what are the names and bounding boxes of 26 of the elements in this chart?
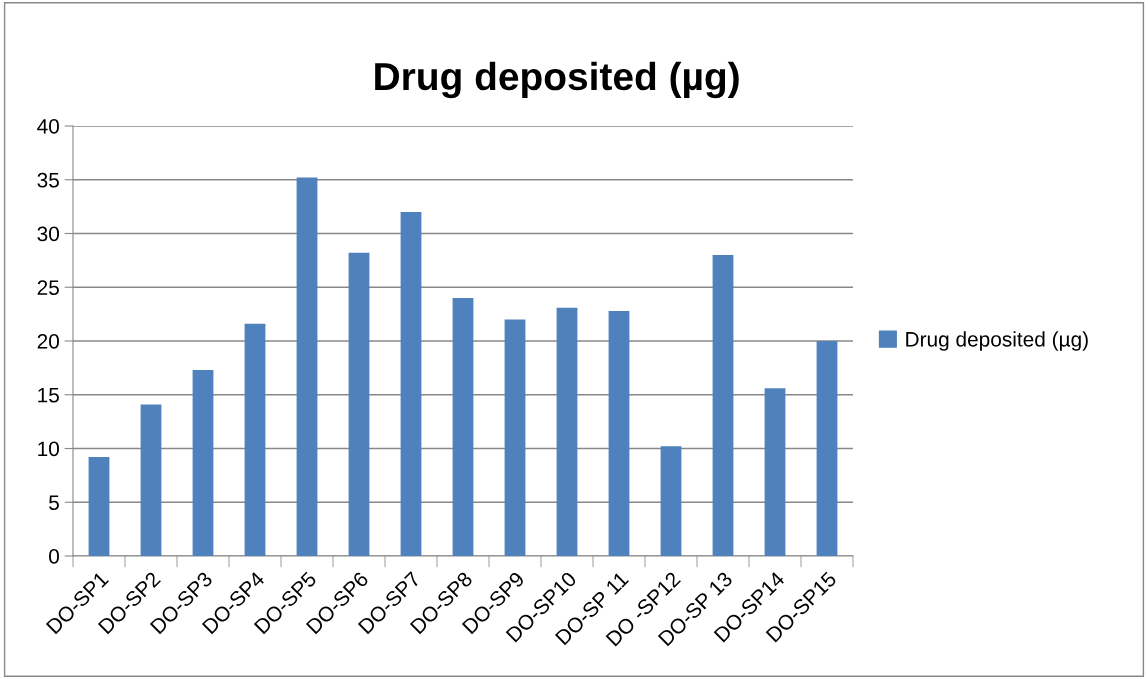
bar [192, 370, 214, 556]
y-tick-label: 5 [49, 495, 59, 510]
chart-title: Drug deposited (µg) [375, 61, 739, 99]
bar [504, 319, 526, 556]
bar [244, 323, 266, 556]
y-tick-label: 10 [38, 441, 59, 457]
bar [140, 404, 162, 556]
bar [348, 252, 370, 556]
bar [400, 212, 422, 556]
legend-label: Drug deposited (µg) [906, 331, 1088, 351]
y-tick-label: 30 [37, 226, 59, 242]
bar [88, 457, 110, 556]
y-tick-label: 25 [37, 280, 59, 295]
bar [556, 307, 578, 556]
bar [816, 341, 838, 556]
bar [712, 255, 734, 556]
bar [660, 446, 682, 556]
bar [296, 177, 318, 556]
y-tick-label: 0 [49, 549, 59, 564]
y-tick-label: 20 [37, 334, 59, 349]
bar [608, 310, 630, 556]
bar [764, 388, 786, 556]
y-tick-label: 15 [38, 387, 59, 403]
bar [452, 298, 474, 556]
y-tick-label: 40 [37, 119, 59, 134]
y-tick-label: 35 [37, 172, 59, 188]
